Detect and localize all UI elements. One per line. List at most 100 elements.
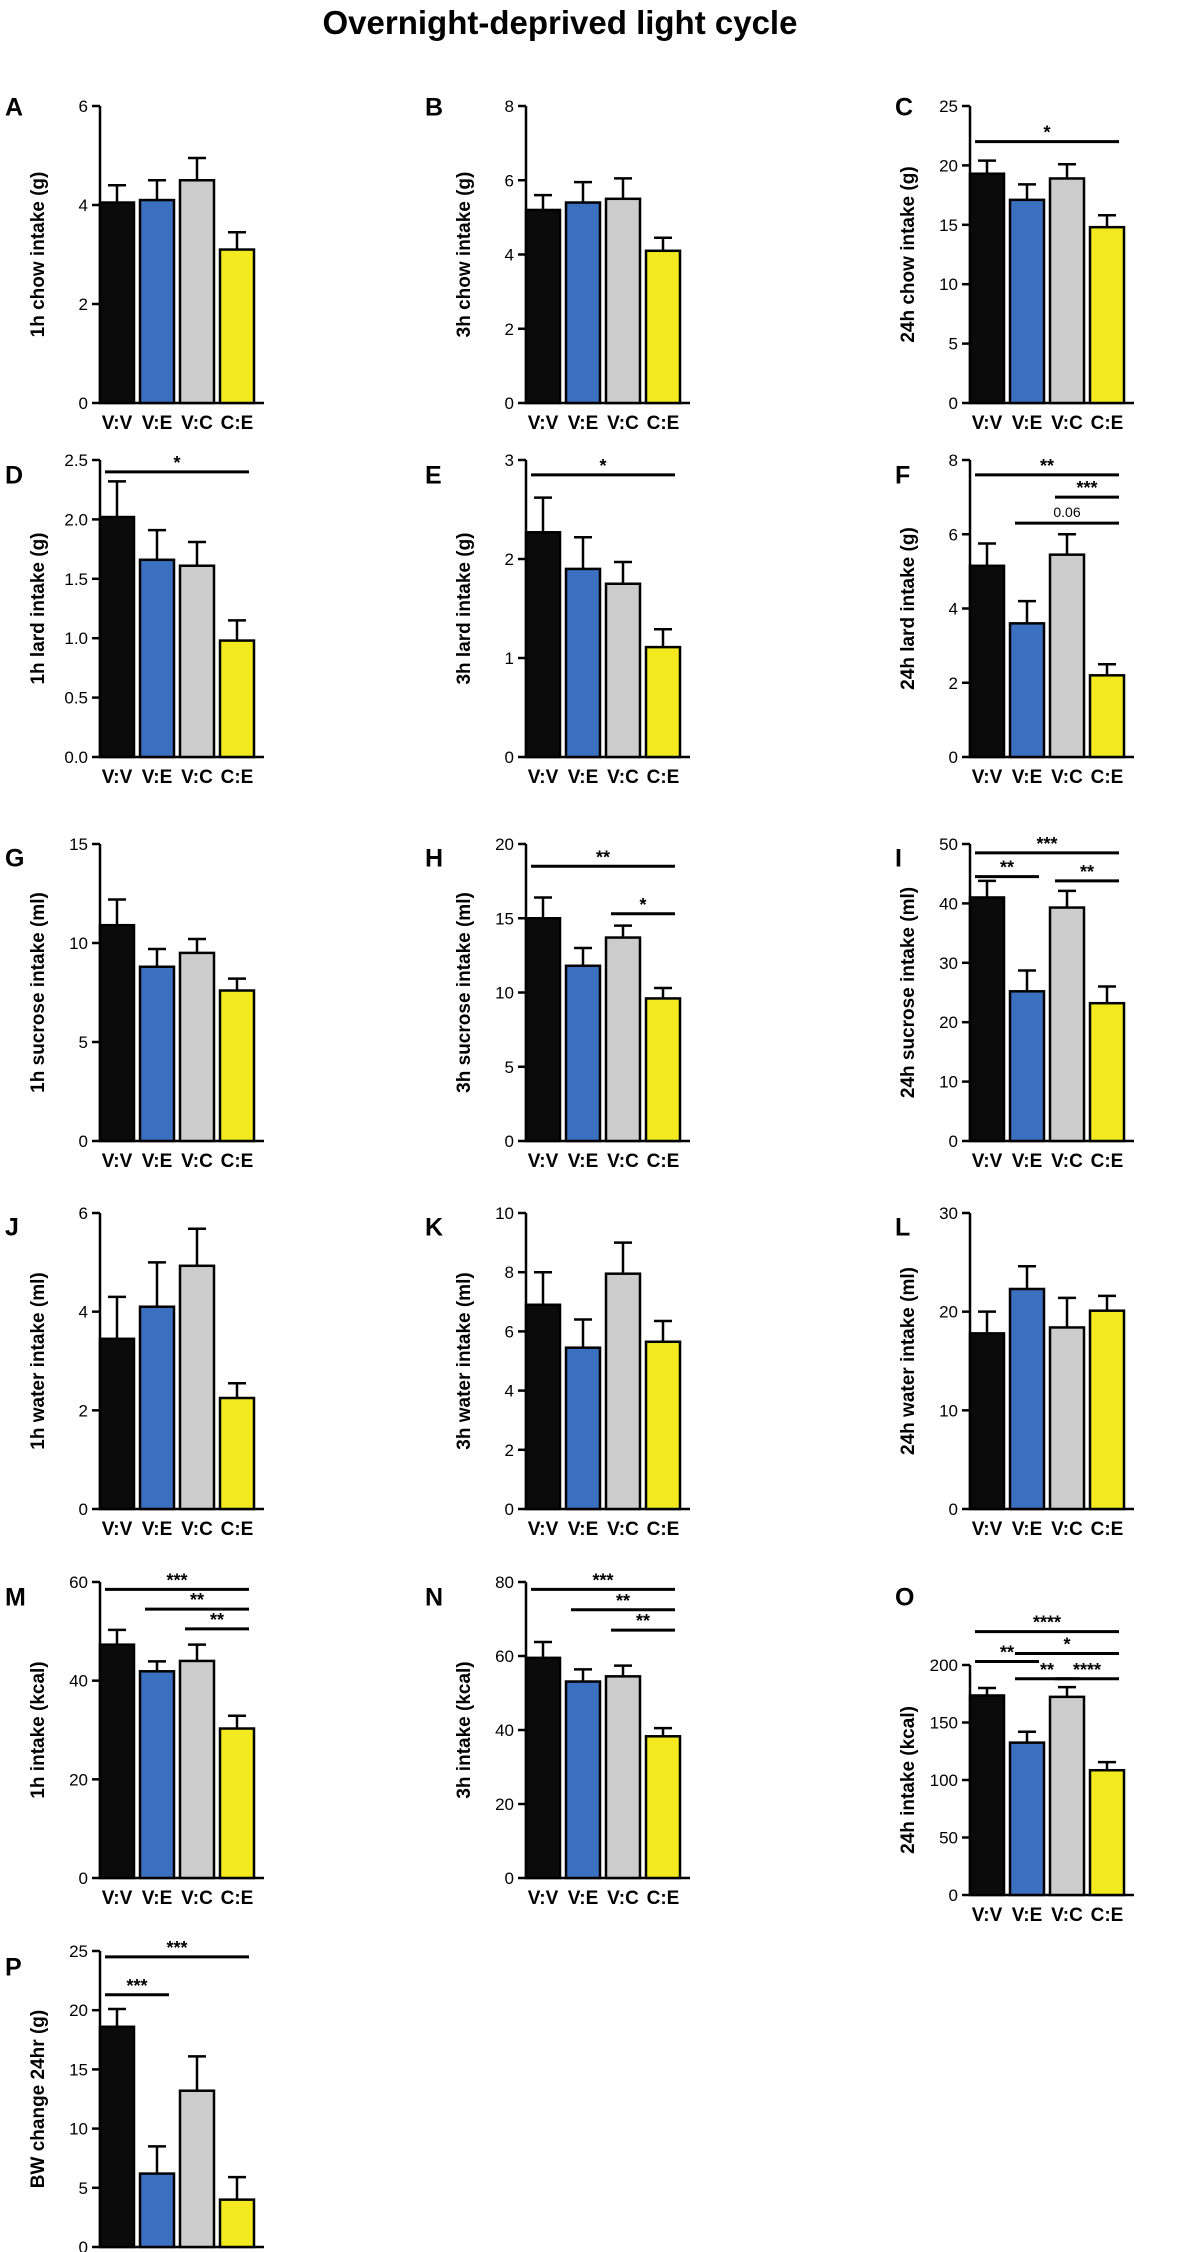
significance-label: ** — [1040, 456, 1054, 476]
y-tick-label: 0.5 — [64, 689, 88, 708]
y-tick-label: 0 — [505, 1500, 514, 1519]
panel-i: I 24h sucrose intake (ml) 0 10 20 30 40 50 V:V V:… — [895, 834, 1134, 1172]
y-tick-label: 10 — [69, 2120, 88, 2139]
panel-n: N 3h intake (kcal) 0 20 40 60 80 V:V V:E V:C C:E **… — [425, 1570, 690, 1909]
bar-ce — [218, 2198, 256, 2249]
bar-ve — [1008, 1741, 1046, 1897]
significance-label: ** — [636, 1611, 650, 1631]
y-tick-label: 60 — [69, 1573, 88, 1592]
x-tick-label: V:E — [142, 1519, 173, 1540]
y-tick-label: 2.0 — [64, 510, 88, 529]
bar-ce — [218, 989, 256, 1143]
y-tick-label: 2 — [505, 320, 514, 339]
bar-vv — [98, 2025, 136, 2249]
x-tick-label: V:C — [181, 413, 213, 434]
x-tick-label: V:V — [528, 413, 559, 434]
bar-vv — [968, 896, 1006, 1143]
bar-vc — [178, 179, 216, 405]
y-tick-label: 0 — [79, 2238, 88, 2252]
y-tick-label: 0 — [949, 1500, 958, 1519]
y-tick-label: 5 — [79, 1033, 88, 1052]
y-tick-label: 30 — [939, 1204, 958, 1223]
y-tick-label: 80 — [495, 1573, 514, 1592]
y-tick-label: 10 — [939, 1073, 958, 1092]
y-tick-label: 10 — [939, 1401, 958, 1420]
bar-vv — [524, 917, 562, 1143]
x-tick-label: V:C — [1051, 1519, 1083, 1540]
panel-letter: J — [5, 1214, 19, 1242]
significance-label: ** — [1000, 1643, 1014, 1663]
panel-l: L 24h water intake (ml) 0 10 20 30 V:V V:E V:C C:… — [895, 1204, 1134, 1540]
x-tick-label: V:V — [972, 1151, 1003, 1172]
panel-letter: I — [895, 845, 902, 873]
panel-letter: D — [5, 462, 23, 490]
figure-title: Overnight-deprived light cycle — [323, 4, 798, 41]
y-tick-label: 0 — [949, 748, 958, 767]
bar-ve — [564, 964, 602, 1143]
x-tick-label: V:V — [972, 767, 1003, 788]
x-tick-label: V:V — [102, 1888, 133, 1909]
significance-label: *** — [1036, 834, 1057, 854]
bar-vv — [524, 1303, 562, 1511]
x-tick-label: C:E — [647, 1888, 680, 1909]
bar-ce — [1088, 1309, 1126, 1511]
y-tick-label: 6 — [79, 1204, 88, 1223]
y-tick-label: 4 — [949, 600, 958, 619]
y-tick-label: 4 — [505, 1382, 514, 1401]
x-tick-label: C:E — [1091, 413, 1124, 434]
y-tick-label: 40 — [69, 1672, 88, 1691]
bar-vc — [1048, 553, 1086, 759]
bar-ve — [138, 2172, 176, 2249]
y-tick-label: 3 — [505, 451, 514, 470]
significance-label: **** — [1073, 1660, 1101, 1680]
bar-vv — [968, 564, 1006, 759]
y-tick-label: 0 — [79, 1132, 88, 1151]
x-tick-label: V:C — [607, 1888, 639, 1909]
x-tick-label: V:C — [181, 767, 213, 788]
x-tick-label: V:C — [181, 1888, 213, 1909]
bar-ve — [138, 1305, 176, 1511]
y-tick-label: 6 — [79, 97, 88, 116]
y-tick-label: 15 — [69, 2060, 88, 2079]
y-tick-label: 0 — [949, 1886, 958, 1905]
y-axis-label: 24h water intake (ml) — [898, 1267, 919, 1455]
y-tick-label: 20 — [495, 1795, 514, 1814]
y-tick-label: 0 — [79, 1869, 88, 1888]
bar-vv — [524, 531, 562, 759]
bar-vv — [968, 172, 1006, 405]
bar-ce — [1088, 1001, 1126, 1143]
y-tick-label: 4 — [505, 246, 514, 265]
panel-g: G1h sucrose intake (ml) 0 5 10 15 V:V V:E V:C C:… — [5, 835, 264, 1172]
y-tick-label: 2.5 — [64, 451, 88, 470]
y-tick-label: 60 — [495, 1647, 514, 1666]
x-tick-label: V:E — [1012, 767, 1043, 788]
x-tick-label: V:E — [1012, 1519, 1043, 1540]
x-tick-label: V:E — [142, 413, 173, 434]
panel-letter: E — [425, 462, 442, 490]
y-axis-label: 3h lard intake (g) — [454, 532, 475, 684]
y-tick-label: 1 — [505, 649, 514, 668]
significance-label: * — [639, 895, 646, 915]
x-tick-label: V:C — [1051, 1905, 1083, 1926]
significance-label: *** — [166, 1570, 187, 1590]
x-tick-label: V:C — [607, 1151, 639, 1172]
panel-letter: H — [425, 845, 443, 873]
y-axis-label: 1h sucrose intake (ml) — [28, 892, 49, 1093]
significance-label: ** — [1080, 862, 1094, 882]
panel-letter: C — [895, 94, 913, 122]
bar-ve — [564, 201, 602, 405]
y-tick-label: 10 — [69, 934, 88, 953]
bar-ve — [1008, 198, 1046, 405]
y-tick-label: 15 — [69, 835, 88, 854]
y-tick-label: 8 — [949, 451, 958, 470]
y-tick-label: 40 — [939, 894, 958, 913]
panel-h: H 3h sucrose intake (ml) 0 5 10 15 20 V:V V:E V:C… — [425, 835, 690, 1172]
x-tick-label: C:E — [1091, 1905, 1124, 1926]
bar-ve — [138, 198, 176, 405]
bar-vc — [178, 1659, 216, 1880]
x-tick-label: V:E — [1012, 1905, 1043, 1926]
y-tick-label: 4 — [79, 1303, 88, 1322]
y-axis-label: 3h sucrose intake (ml) — [454, 892, 475, 1093]
